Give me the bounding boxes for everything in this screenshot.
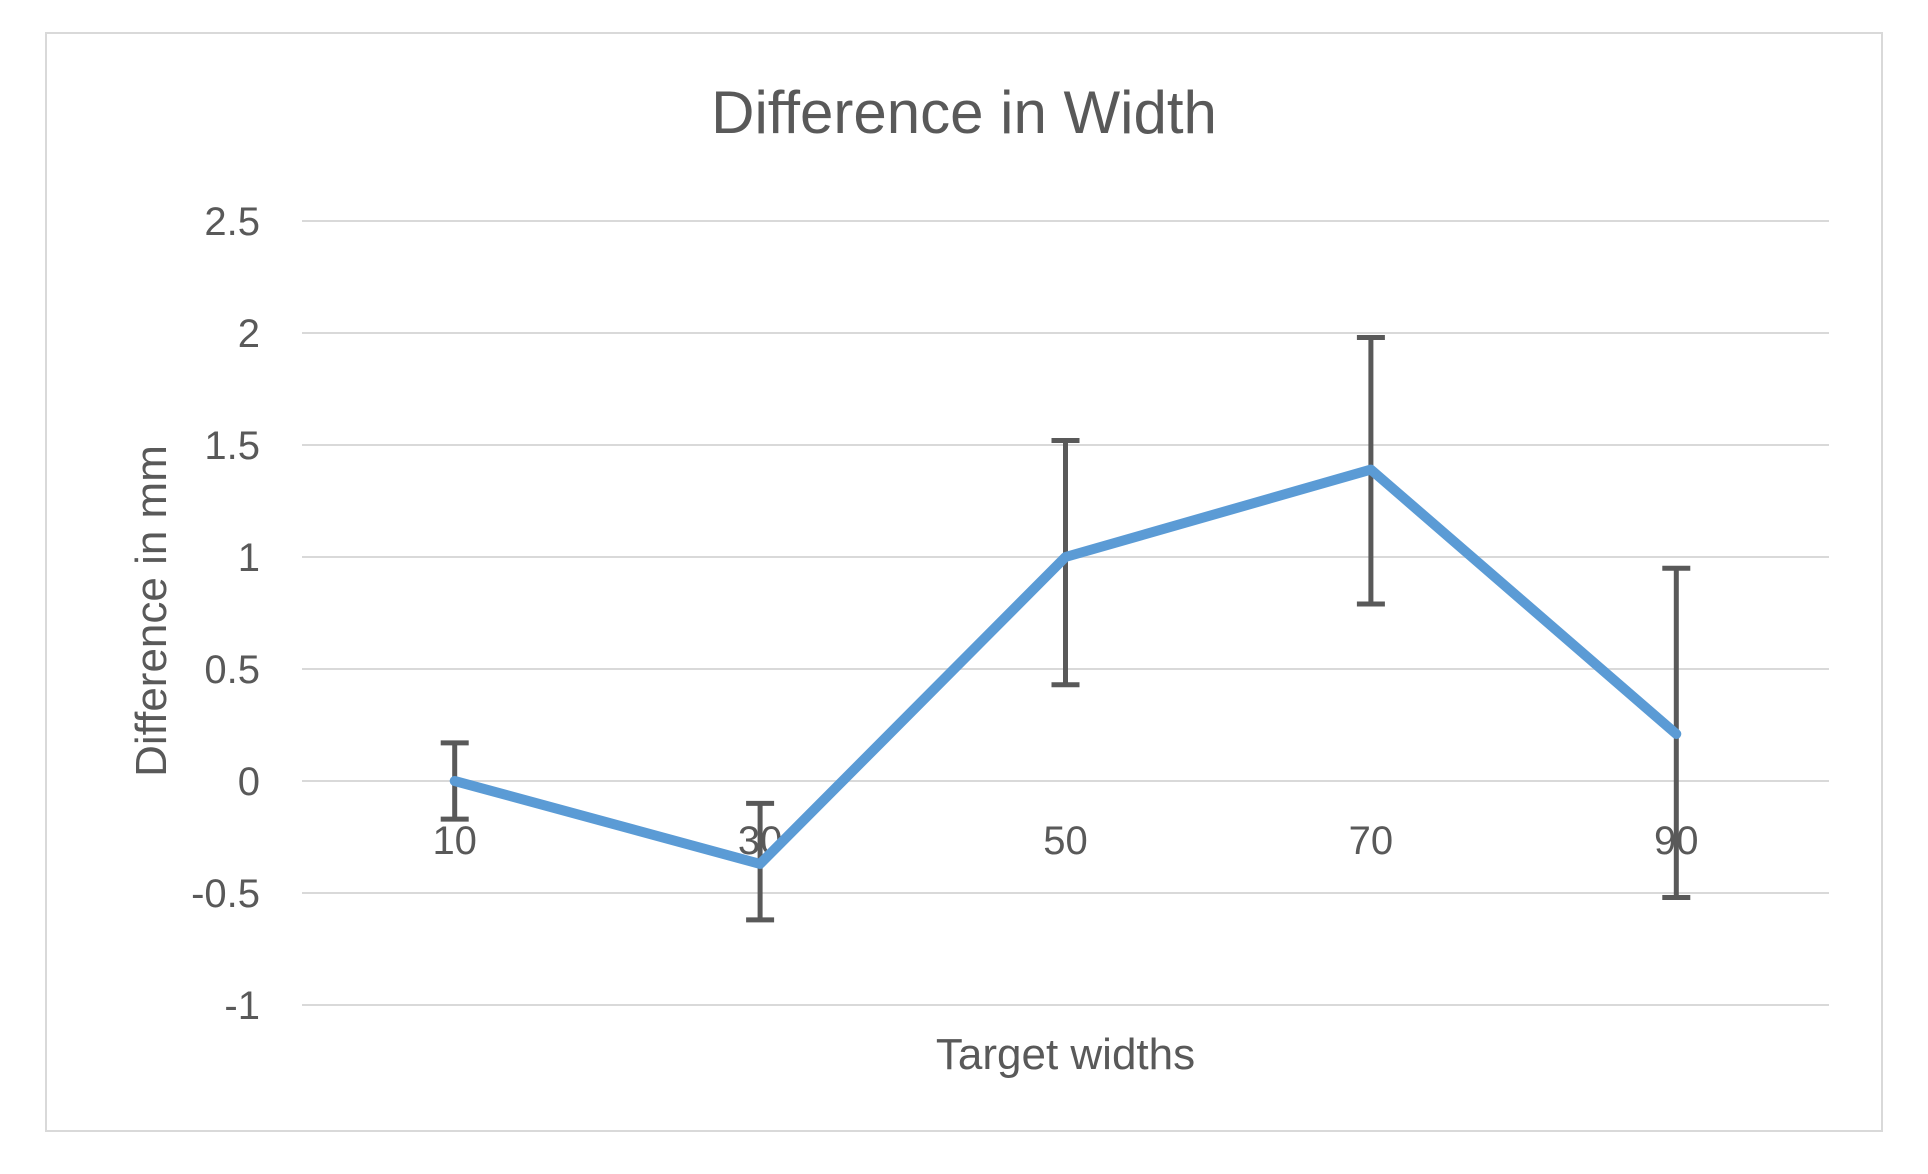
- x-tick-label: 50: [1043, 819, 1088, 863]
- y-tick-label: 2.5: [204, 200, 260, 244]
- y-tick-label: 0: [238, 760, 260, 804]
- series-line: [449, 464, 1682, 869]
- y-tick-label: 2: [238, 312, 260, 356]
- plot-svg: 2.521.510.50-0.5-110 30 50 70 90: [191, 200, 1829, 1028]
- x-axis-title: Target widths: [935, 1030, 1196, 1079]
- y-tick-label: 0.5: [204, 648, 260, 692]
- y-tick-label: 1.5: [204, 424, 260, 468]
- chart-frame: Difference in Width Difference in mm Tar…: [45, 32, 1883, 1132]
- y-tick-label: 1: [238, 536, 260, 580]
- x-tick-label: 70: [1349, 819, 1394, 863]
- x-tick-label: 10: [432, 819, 477, 863]
- y-tick-label: -1: [224, 984, 260, 1028]
- chart-title: Difference in Width: [711, 79, 1217, 146]
- y-tick-label: -0.5: [191, 872, 260, 916]
